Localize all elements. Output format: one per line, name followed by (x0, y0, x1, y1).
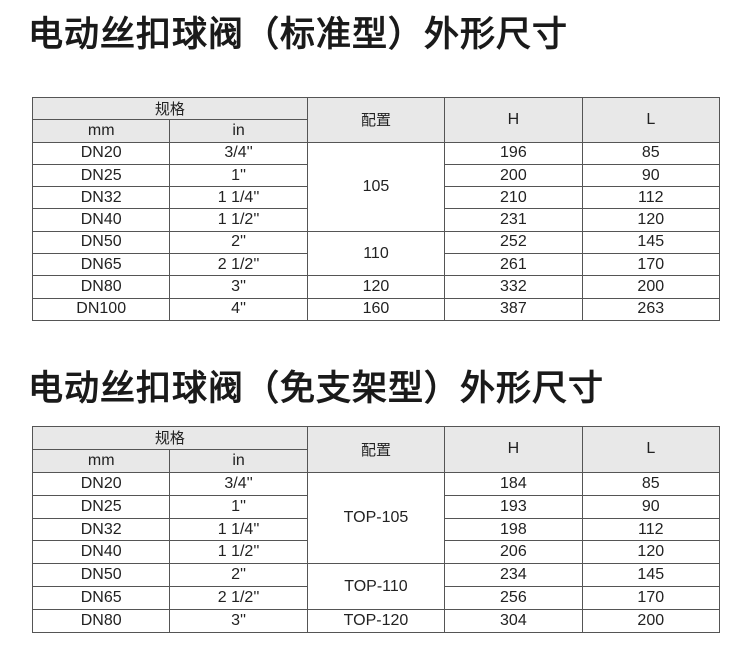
in-cell: 1 1/4'' (169, 186, 308, 210)
mm-cell: DN32 (31, 186, 171, 210)
mm-cell: DN32 (31, 517, 171, 542)
subheader-row: mm in (31, 448, 720, 473)
in-cell: 3'' (169, 275, 308, 299)
table-row: DN80 3'' 120 332 200 (31, 275, 721, 299)
in-cell: 2'' (169, 563, 308, 588)
config-cell: 105 (306, 141, 446, 232)
h-header: H (444, 97, 583, 143)
l-cell: 120 (581, 540, 721, 565)
in-cell: 1'' (169, 494, 308, 519)
in-cell: 2 1/2'' (169, 253, 308, 277)
table-row: DN20 3/4'' 105 196 85 (31, 141, 721, 232)
mm-cell: DN40 (31, 540, 171, 565)
header-row: 规格 配置 H L (32, 426, 721, 473)
in-cell: 1 1/2'' (169, 208, 308, 232)
config-header: 配置 (306, 97, 446, 143)
in-cell: 3'' (169, 609, 308, 634)
standard-type-title: 电动丝扣球阀（标准型）外形尺寸 (28, 15, 569, 55)
h-cell: 252 (444, 230, 583, 255)
h-cell: 196 (444, 141, 583, 165)
h-cell: 184 (444, 471, 583, 496)
table-row: DN40 1 1/2'' 206 120 (31, 540, 721, 565)
mm-header: mm (31, 119, 171, 143)
l-cell: 145 (581, 230, 721, 255)
mm-cell: DN50 (31, 230, 171, 255)
h-cell: 234 (444, 563, 583, 588)
in-cell: 3/4'' (169, 141, 308, 165)
l-cell: 170 (581, 586, 721, 611)
spec-header: 规格 (32, 96, 308, 121)
mm-cell: DN100 (31, 297, 171, 321)
mm-cell: DN40 (31, 208, 171, 232)
config-cell: TOP-105 (306, 471, 446, 565)
mm-cell: DN80 (31, 609, 171, 634)
header-row: 规格 配置 H L (32, 96, 721, 143)
h-cell: 261 (444, 253, 583, 277)
table-row: DN32 1 1/4'' 210 112 (31, 186, 721, 210)
in-cell: 1 1/2'' (169, 540, 308, 565)
mm-cell: DN65 (31, 253, 171, 277)
config-cell: TOP-110 (306, 563, 446, 611)
table-row: DN25 1'' 193 90 (31, 494, 721, 519)
in-cell: 3/4'' (169, 471, 308, 496)
h-cell: 231 (444, 208, 583, 232)
l-cell: 200 (581, 275, 721, 299)
mm-cell: DN80 (31, 275, 171, 299)
config-cell: 120 (306, 275, 446, 299)
bracketless-type-title: 电动丝扣球阀（免支架型）外形尺寸 (28, 369, 605, 409)
l-header: L (581, 97, 721, 143)
l-cell: 145 (581, 563, 721, 588)
l-cell: 112 (581, 517, 721, 542)
config-cell: 110 (306, 230, 446, 277)
config-header: 配置 (306, 426, 446, 473)
table-row: DN50 2'' TOP-110 234 145 (31, 563, 721, 611)
h-header: H (444, 426, 583, 473)
in-cell: 4'' (169, 297, 308, 321)
mm-cell: DN20 (31, 141, 171, 165)
in-cell: 2 1/2'' (169, 586, 308, 611)
in-cell: 1'' (169, 163, 308, 188)
h-cell: 256 (444, 586, 583, 611)
l-cell: 90 (581, 494, 721, 519)
mm-cell: DN20 (31, 471, 171, 496)
h-cell: 200 (444, 163, 583, 188)
h-cell: 387 (444, 297, 583, 321)
h-cell: 198 (444, 517, 583, 542)
l-cell: 112 (581, 186, 721, 210)
l-cell: 170 (581, 253, 721, 277)
in-header: in (169, 119, 308, 143)
l-cell: 120 (581, 208, 721, 232)
in-header: in (169, 448, 308, 473)
h-cell: 304 (444, 609, 583, 634)
in-cell: 2'' (169, 230, 308, 255)
l-cell: 200 (581, 609, 721, 634)
mm-cell: DN50 (31, 563, 171, 588)
table-row: DN20 3/4'' TOP-105 184 85 (31, 471, 721, 565)
l-header: L (581, 426, 721, 473)
mm-header: mm (31, 448, 171, 473)
l-cell: 263 (581, 297, 721, 321)
l-cell: 85 (581, 141, 721, 165)
mm-cell: DN25 (31, 163, 171, 188)
in-cell: 1 1/4'' (169, 517, 308, 542)
subheader-row: mm in (31, 119, 720, 143)
mm-cell: DN65 (31, 586, 171, 611)
table-row: DN50 2'' 110 252 145 (31, 230, 721, 277)
config-cell: 160 (306, 297, 446, 321)
h-cell: 332 (444, 275, 583, 299)
spec-header: 规格 (32, 426, 308, 450)
table-row: DN100 4'' 160 387 263 (31, 297, 721, 321)
l-cell: 85 (581, 471, 721, 496)
h-cell: 210 (444, 186, 583, 210)
table-row: DN80 3'' TOP-120 304 200 (31, 609, 721, 634)
l-cell: 90 (581, 163, 721, 188)
config-cell: TOP-120 (306, 609, 446, 634)
h-cell: 206 (444, 540, 583, 565)
mm-cell: DN25 (31, 494, 171, 519)
h-cell: 193 (444, 494, 583, 519)
